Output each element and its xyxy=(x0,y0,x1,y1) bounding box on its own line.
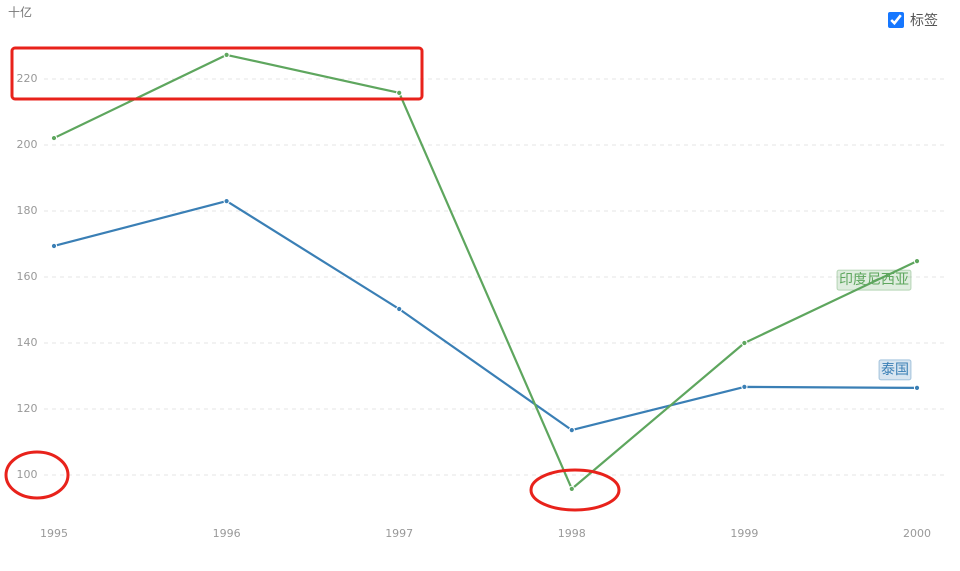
x-tick-label: 1996 xyxy=(213,527,241,540)
data-point xyxy=(741,339,748,347)
y-tick-label: 100 xyxy=(17,468,38,481)
data-point xyxy=(223,51,230,59)
plot: 100 120 140 160 180 200 220 1995 1996 1997 1998 199… xyxy=(17,51,944,540)
y-tick-label: 200 xyxy=(17,138,38,151)
label-toggle-text: 标签 xyxy=(910,13,938,29)
x-tick-label: 1995 xyxy=(40,527,68,540)
highlight-ellipse xyxy=(4,450,70,500)
data-point xyxy=(50,134,58,142)
highlight-ellipse xyxy=(529,468,621,512)
label-box xyxy=(878,359,912,381)
y-tick-label: 220 xyxy=(17,72,38,85)
y-tick-label: 180 xyxy=(17,204,38,217)
series-name: 印度尼西亚 xyxy=(839,272,909,288)
data-point xyxy=(223,198,230,205)
x-tick-label: 1998 xyxy=(558,527,586,540)
data-point xyxy=(913,384,921,391)
data-point xyxy=(396,305,403,313)
highlight-box xyxy=(10,46,424,101)
data-point xyxy=(568,427,575,434)
y-tick-label: 160 xyxy=(17,270,38,283)
y-tick-label: 140 xyxy=(17,336,38,349)
series-line xyxy=(53,200,918,432)
label-box xyxy=(836,269,912,291)
annotations xyxy=(4,46,621,512)
x-tick-label: 1999 xyxy=(730,527,758,540)
x-tick-label: 2000 xyxy=(903,527,931,540)
unit-label: 十亿 xyxy=(8,5,32,20)
label-toggle[interactable]: 标签 xyxy=(888,10,938,30)
series-name: 泰国 xyxy=(881,362,909,378)
x-tick-label: 1997 xyxy=(385,527,413,540)
data-point xyxy=(50,242,58,250)
data-point xyxy=(396,89,403,96)
series-end-label: 泰国 xyxy=(878,359,912,381)
data-point xyxy=(913,258,921,265)
series-end-label: 印度尼西亚 xyxy=(836,269,912,291)
data-point xyxy=(568,485,575,492)
label-checkbox[interactable] xyxy=(888,12,904,28)
series-line xyxy=(53,53,918,490)
data-point xyxy=(741,383,748,390)
y-tick-label: 120 xyxy=(17,402,38,415)
